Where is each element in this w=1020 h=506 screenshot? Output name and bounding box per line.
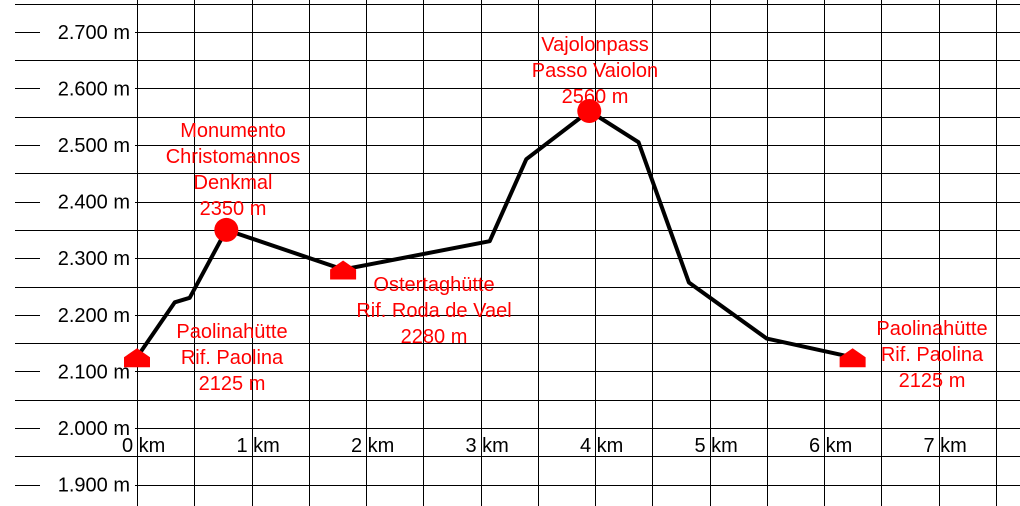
y-axis-tick-labels: 1.900 m 2.000 m 2.100 m 2.200 m 2.300 m 2.400… [40,21,135,497]
waypoint-markers [124,99,866,368]
paolina-end-label-line: Rif. Paolina [881,344,984,366]
y-tick-label: 2.200 m [58,305,130,327]
x-tick-label: 3 km [466,435,509,457]
paolina-start-label-line: Paolinahütte [176,321,287,343]
vajolon-label-line: 2560 m [562,86,629,108]
y-tick-label: 2.000 m [58,418,130,440]
paolina-end-label-line: 2125 m [899,370,966,392]
monumento-label-line: Christomannos [166,146,301,168]
y-tick-label-background [40,78,135,101]
y-tick-label-background [40,191,135,214]
y-tick-label-background [40,135,135,157]
paolina-start-label-line: Rif. Paolina [181,347,284,369]
ostertag-label-line: Rif. Roda de Vael [356,300,511,322]
y-tick-label-background [40,248,135,271]
y-tick-label-background [40,21,135,44]
ostertag-label-line: 2280 m [401,326,468,348]
y-tick-label: 2.500 m [58,135,130,157]
elevation-series [135,109,854,360]
waypoint-annotations: Paolinahütte Rif. Paolina 2125 m Monumento C… [166,34,988,395]
monumento-label: Monumento Christomannos Denkmal 2350 m [166,120,301,220]
x-tick-label: 1 km [237,435,280,457]
paolina-end-label-line: Paolinahütte [876,318,987,340]
x-tick-label: 6 km [809,435,852,457]
paolina-end-label: Paolinahütte Rif. Paolina 2125 m [876,318,987,392]
paolina-start-hut-icon [124,348,150,368]
x-tick-label: 7 km [924,435,967,457]
y-tick-label: 2.700 m [58,22,130,44]
vajolon-label-line: Vajolonpass [541,34,648,56]
x-tick-label: 4 km [580,435,623,457]
ostertag-hut-icon [330,260,357,280]
y-tick-label: 1.900 m [58,475,130,497]
vajolon-label: Vajolonpass Passo Vaiolon 2560 m [532,34,658,108]
monumento-label-line: 2350 m [200,198,267,220]
monumento-label-line: Denkmal [194,172,273,194]
y-tick-label-background [40,418,135,440]
y-tick-label-background [40,304,135,327]
vajolon-circle-marker [577,99,602,124]
y-tick-label: 2.300 m [58,248,130,270]
y-tick-label-background [40,474,135,497]
ostertag-label: Ostertaghütte Rif. Roda de Vael 2280 m [356,274,511,348]
x-tick-label: 5 km [695,435,738,457]
horizontal-gridlines [15,4,1020,486]
y-tick-label: 2.600 m [58,78,130,100]
y-tick-label: 2.400 m [58,192,130,214]
monumento-circle-marker [214,217,239,242]
y-tick-label: 2.100 m [58,361,130,383]
vajolon-label-line: Passo Vaiolon [532,60,658,82]
paolina-start-label-line: 2125 m [199,373,266,395]
y-tick-label-background [40,361,135,384]
x-tick-label: 0 km [122,435,165,457]
elevation-line [135,109,854,360]
paolina-start-label: Paolinahütte Rif. Paolina 2125 m [176,321,287,395]
paolina-end-hut-icon [839,348,866,368]
monumento-label-line: Monumento [180,120,286,142]
x-tick-label: 2 km [351,435,394,457]
ostertag-label-line: Ostertaghütte [373,274,494,296]
x-axis-tick-labels: 0 km 1 km 2 km 3 km 4 km 5 km 6 km 7 km [122,435,967,457]
